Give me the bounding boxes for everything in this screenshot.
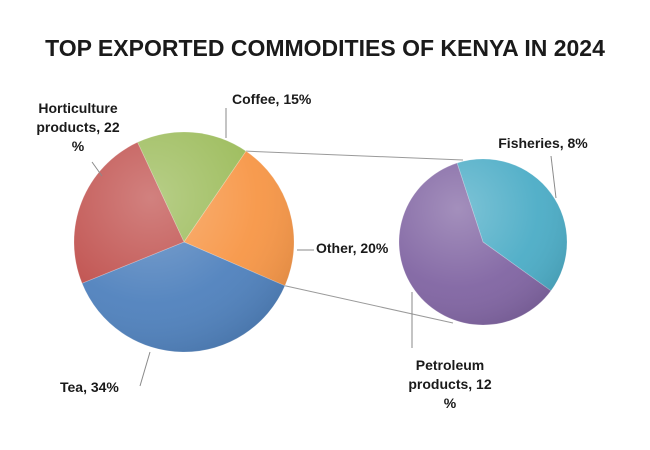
secondary-label-petroleum-products-line: Petroleum bbox=[416, 357, 484, 373]
secondary-label-petroleum-products-line: products, 12 bbox=[408, 376, 491, 392]
main-label-tea-line: Tea, 34% bbox=[60, 379, 119, 395]
main-leader-tea bbox=[139, 351, 151, 387]
main-pie bbox=[73, 131, 295, 353]
secondary-label-petroleum-products: Petroleum products, 12% bbox=[408, 357, 491, 411]
pie-connector-lines bbox=[246, 150, 464, 324]
main-label-other-line: Other, 20% bbox=[316, 240, 389, 256]
secondary-pie-shading bbox=[399, 159, 567, 325]
secondary-pie bbox=[398, 158, 568, 326]
main-label-other: Other, 20% bbox=[316, 240, 389, 256]
main-label-coffee: Coffee, 15% bbox=[232, 91, 312, 107]
main-label-horticulture-products-line: Horticulture bbox=[38, 100, 118, 116]
main-label-horticulture-products-line: products, 22 bbox=[36, 119, 119, 135]
secondary-label-fisheries: Fisheries, 8% bbox=[498, 135, 588, 151]
main-label-coffee-line: Coffee, 15% bbox=[232, 91, 312, 107]
secondary-leader-fisheries bbox=[550, 155, 557, 199]
connector-bottom bbox=[284, 285, 454, 324]
main-label-tea: Tea, 34% bbox=[60, 379, 119, 395]
main-label-horticulture-products: Horticulture products, 22% bbox=[36, 100, 119, 154]
label-leader-lines bbox=[91, 108, 557, 387]
main-label-horticulture-products-line: % bbox=[72, 138, 85, 154]
chart-title: TOP EXPORTED COMMODITIES OF KENYA IN 202… bbox=[45, 35, 605, 61]
main-leader-horticulture-products bbox=[91, 161, 103, 177]
data-labels: Coffee, 15% Other, 20% Tea, 34% Horticultur… bbox=[36, 91, 588, 411]
secondary-label-fisheries-line: Fisheries, 8% bbox=[498, 135, 588, 151]
secondary-label-petroleum-products-line: % bbox=[444, 395, 457, 411]
main-pie-shading bbox=[74, 132, 294, 352]
connector-top bbox=[246, 150, 464, 161]
